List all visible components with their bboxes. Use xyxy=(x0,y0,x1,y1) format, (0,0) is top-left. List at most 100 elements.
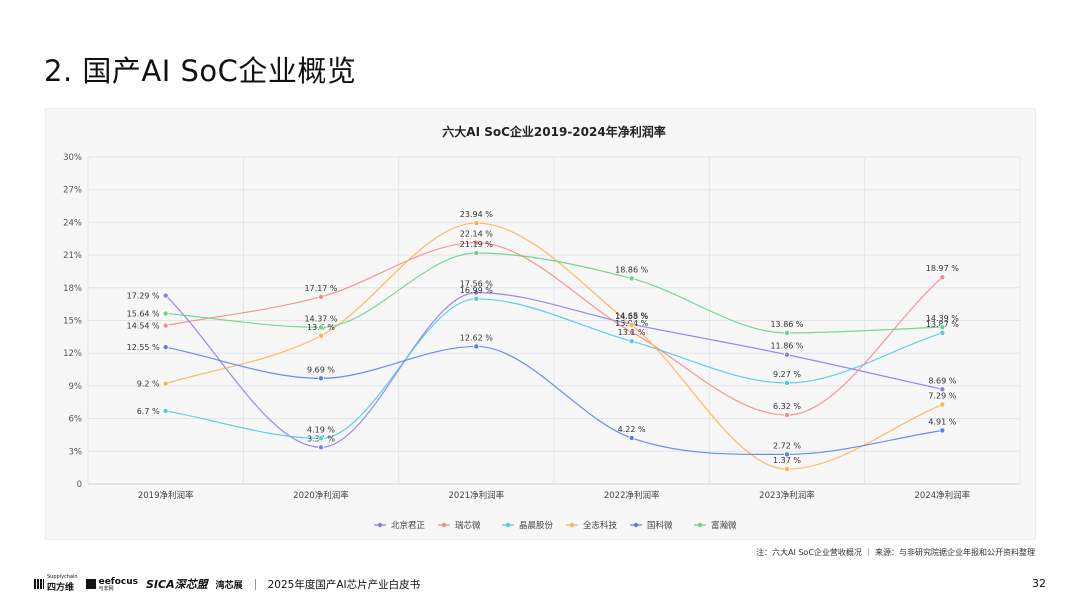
y-tick-label: 30% xyxy=(63,153,82,163)
data-point xyxy=(784,329,791,336)
data-point xyxy=(939,401,946,408)
chart-title: 六大AI SoC企业2019-2024年净利润率 xyxy=(442,124,665,139)
data-label: 4.22 % xyxy=(618,425,646,434)
logo-sifangwei: Supplychain 四方维 xyxy=(34,575,78,593)
x-tick-label: 2024净利润率 xyxy=(915,490,971,501)
y-tick-label: 15% xyxy=(63,317,82,327)
data-point xyxy=(162,380,169,387)
legend-label: 北京君正 xyxy=(391,520,426,531)
legend-marker xyxy=(697,522,703,528)
legend-item: 瑞芯微 xyxy=(438,520,481,531)
line-chart: 六大AI SoC企业2019-2024年净利润率 0 3% 6% 9% 12% 15% 18%… xyxy=(63,124,1021,531)
x-tick-label: 2019净利润率 xyxy=(138,490,194,501)
page-number: 32 xyxy=(1032,577,1046,590)
legend-marker xyxy=(569,522,575,528)
data-point xyxy=(162,344,169,351)
data-point xyxy=(317,332,324,339)
data-point xyxy=(628,322,635,329)
data-point xyxy=(939,386,946,393)
legend-label: 全志科技 xyxy=(583,520,618,531)
data-label: 14.54 % xyxy=(127,322,160,331)
data-label: 14.39 % xyxy=(926,314,959,323)
logo-sica: SICA深芯盟 xyxy=(146,578,208,591)
x-tick-label: 2020净利润率 xyxy=(293,490,349,501)
data-label: 12.62 % xyxy=(460,333,493,342)
data-point xyxy=(939,427,946,434)
data-point xyxy=(628,338,635,345)
y-tick-label: 24% xyxy=(63,218,82,228)
logo-text: 四方维 xyxy=(47,583,75,593)
y-tick-label: 27% xyxy=(63,186,82,196)
data-point xyxy=(784,451,791,458)
logo-text: eefocus xyxy=(98,576,138,587)
data-point xyxy=(473,239,480,246)
y-tick-label: 9% xyxy=(69,382,83,392)
series-line xyxy=(165,345,943,455)
legend-item: 全志科技 xyxy=(566,520,618,531)
footer: Supplychain 四方维 eefocus 与非网 SICA深芯盟 湾芯展 … xyxy=(34,574,420,594)
data-label: 13.86 % xyxy=(770,320,803,329)
data-point xyxy=(784,379,791,386)
data-label: 22.14 % xyxy=(460,230,493,239)
data-point xyxy=(939,324,946,331)
data-point xyxy=(784,466,791,473)
data-label: 7.29 % xyxy=(928,392,956,401)
data-label: 17.56 % xyxy=(460,280,493,289)
data-point xyxy=(162,407,169,414)
data-label: 21.19 % xyxy=(460,240,493,249)
legend-marker xyxy=(633,522,639,528)
data-point xyxy=(939,329,946,336)
data-label: 12.55 % xyxy=(127,343,160,352)
series-line xyxy=(165,291,943,448)
footer-title: 2025年度国产AI芯片产业白皮书 xyxy=(267,578,421,591)
data-point xyxy=(162,322,169,329)
x-tick-label: 2022净利润率 xyxy=(604,490,660,501)
data-point xyxy=(628,329,635,336)
data-label: 16.99 % xyxy=(460,286,493,295)
data-point xyxy=(317,444,324,451)
data-label: 11.86 % xyxy=(770,342,803,351)
y-tick-label: 18% xyxy=(63,284,82,294)
series-line xyxy=(165,252,943,334)
y-tick-label: 6% xyxy=(69,415,83,425)
data-label: 6.7 % xyxy=(137,407,160,416)
logo-eefocus: eefocus 与非网 xyxy=(85,576,138,592)
y-tick-label: 3% xyxy=(69,447,83,457)
footer-divider xyxy=(254,578,256,590)
data-point xyxy=(939,274,946,281)
legend-item: 晶晨股份 xyxy=(502,520,554,531)
data-point xyxy=(317,435,324,442)
page-title: 2. 国产AI SoC企业概览 xyxy=(44,54,357,88)
data-point xyxy=(473,343,480,350)
data-label: 13.1 % xyxy=(618,328,646,337)
legend-label: 晶晨股份 xyxy=(519,520,554,531)
data-label: 8.69 % xyxy=(928,376,956,385)
data-point xyxy=(473,220,480,227)
legend-label: 国科微 xyxy=(647,520,673,531)
data-point xyxy=(473,250,480,257)
data-label: 2.72 % xyxy=(773,441,801,450)
data-label: 9.27 % xyxy=(773,370,801,379)
legend-item: 富瀚微 xyxy=(694,520,737,531)
y-tick-label: 0 xyxy=(77,480,82,490)
x-tick-label: 2023净利润率 xyxy=(759,490,815,501)
legend-item: 北京君正 xyxy=(374,520,426,531)
data-label: 14.37 % xyxy=(304,314,337,323)
data-label: 14.58 % xyxy=(615,312,648,321)
x-tick-label: 2021净利润率 xyxy=(449,490,505,501)
data-point xyxy=(162,310,169,317)
data-label: 4.91 % xyxy=(928,417,956,426)
data-point xyxy=(317,293,324,300)
y-tick-label: 21% xyxy=(63,251,82,261)
data-point xyxy=(473,289,480,296)
data-point xyxy=(162,292,169,299)
data-point xyxy=(317,375,324,382)
legend-label: 瑞芯微 xyxy=(455,520,481,531)
logo-wanxinzhan: 湾芯展 xyxy=(215,580,243,591)
data-label: 9.69 % xyxy=(307,365,335,374)
data-label: 23.94 % xyxy=(460,210,493,219)
series-line xyxy=(165,298,943,439)
legend-marker xyxy=(441,522,447,528)
data-label: 9.2 % xyxy=(137,380,160,389)
data-label: 15.64 % xyxy=(127,310,160,319)
